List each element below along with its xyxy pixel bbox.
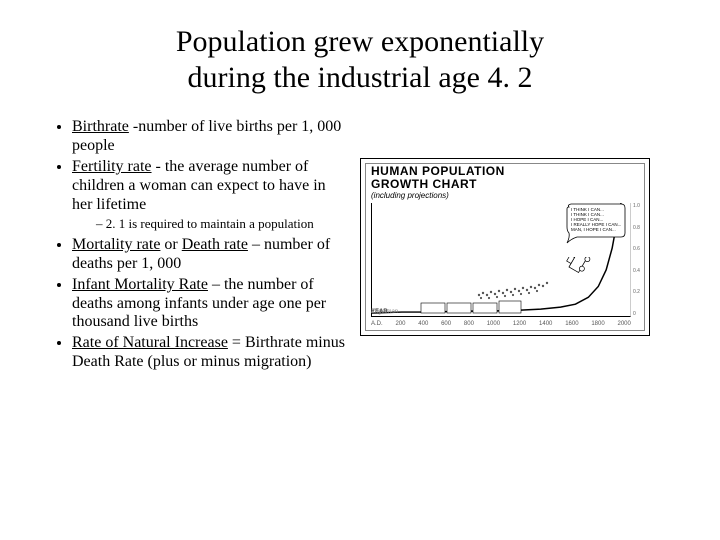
sub-bullet-replacement: 2. 1 is required to maintain a populatio… [96, 216, 350, 232]
term-birthrate: Birthrate [72, 118, 129, 135]
xtick: 1800 [591, 321, 604, 327]
main-bullet-list: Birthrate -number of live births per 1, … [50, 118, 350, 372]
xtick: 600 [441, 321, 451, 327]
x-tick-labels: A.D. 200 400 600 800 1000 1200 1400 1600… [371, 321, 631, 327]
chart-title-line2: GROWTH CHART [371, 177, 477, 191]
xtick: 1600 [565, 321, 578, 327]
ytick: 0.6 [633, 246, 643, 252]
thought-bubble: I THINK I CAN... I THINK I CAN... I HOPE… [565, 203, 627, 245]
xtick: 1000 [487, 321, 500, 327]
bullet-birthrate: Birthrate -number of live births per 1, … [72, 118, 350, 156]
cartoon-signature: Engelman [371, 309, 398, 315]
bullet-infant-mortality: Infant Mortality Rate – the number of de… [72, 276, 350, 333]
xtick: 800 [464, 321, 474, 327]
thought-line: MAN, I HOPE I CAN... [571, 227, 616, 232]
bullet-fertility: Fertility rate - the average number of c… [72, 158, 350, 232]
ytick: 0.8 [633, 225, 643, 231]
bullets-column: Birthrate -number of live births per 1, … [50, 118, 350, 374]
xtick: 400 [418, 321, 428, 327]
xtick: 1200 [513, 321, 526, 327]
term-rni: Rate of Natural Increase [72, 334, 228, 351]
xtick: A.D. [371, 321, 383, 327]
title-line-2: during the industrial age 4. 2 [188, 61, 533, 94]
term-infant-mortality: Infant Mortality Rate [72, 276, 208, 293]
train-cartoon [419, 257, 629, 317]
population-growth-chart: HUMAN POPULATION GROWTH CHART (including… [360, 158, 650, 336]
y-ticks: 1.0 0.8 0.6 0.4 0.2 0 [633, 203, 643, 317]
mid-or: or [160, 236, 181, 253]
xtick: 2000 [618, 321, 631, 327]
xtick: 200 [395, 321, 405, 327]
chart-column: HUMAN POPULATION GROWTH CHART (including… [360, 118, 670, 374]
ytick: 0.4 [633, 268, 643, 274]
term-fertility: Fertility rate [72, 158, 152, 175]
bullet-rni: Rate of Natural Increase = Birthrate min… [72, 334, 350, 372]
term-deathrate: Death rate [182, 236, 248, 253]
xtick: 1400 [539, 321, 552, 327]
content-row: Birthrate -number of live births per 1, … [50, 118, 670, 374]
ytick: 0 [633, 311, 643, 317]
term-mortality: Mortality rate [72, 236, 160, 253]
title-line-1: Population grew exponentially [176, 25, 544, 58]
slide-title: Population grew exponentially during the… [50, 24, 670, 96]
bullet-mortality: Mortality rate or Death rate – number of… [72, 236, 350, 274]
chart-subtitle: (including projections) [371, 191, 449, 200]
ytick: 0.2 [633, 289, 643, 295]
chart-title: HUMAN POPULATION GROWTH CHART [371, 165, 505, 190]
sub-bullet-list: 2. 1 is required to maintain a populatio… [72, 216, 350, 232]
ytick: 1.0 [633, 203, 643, 209]
